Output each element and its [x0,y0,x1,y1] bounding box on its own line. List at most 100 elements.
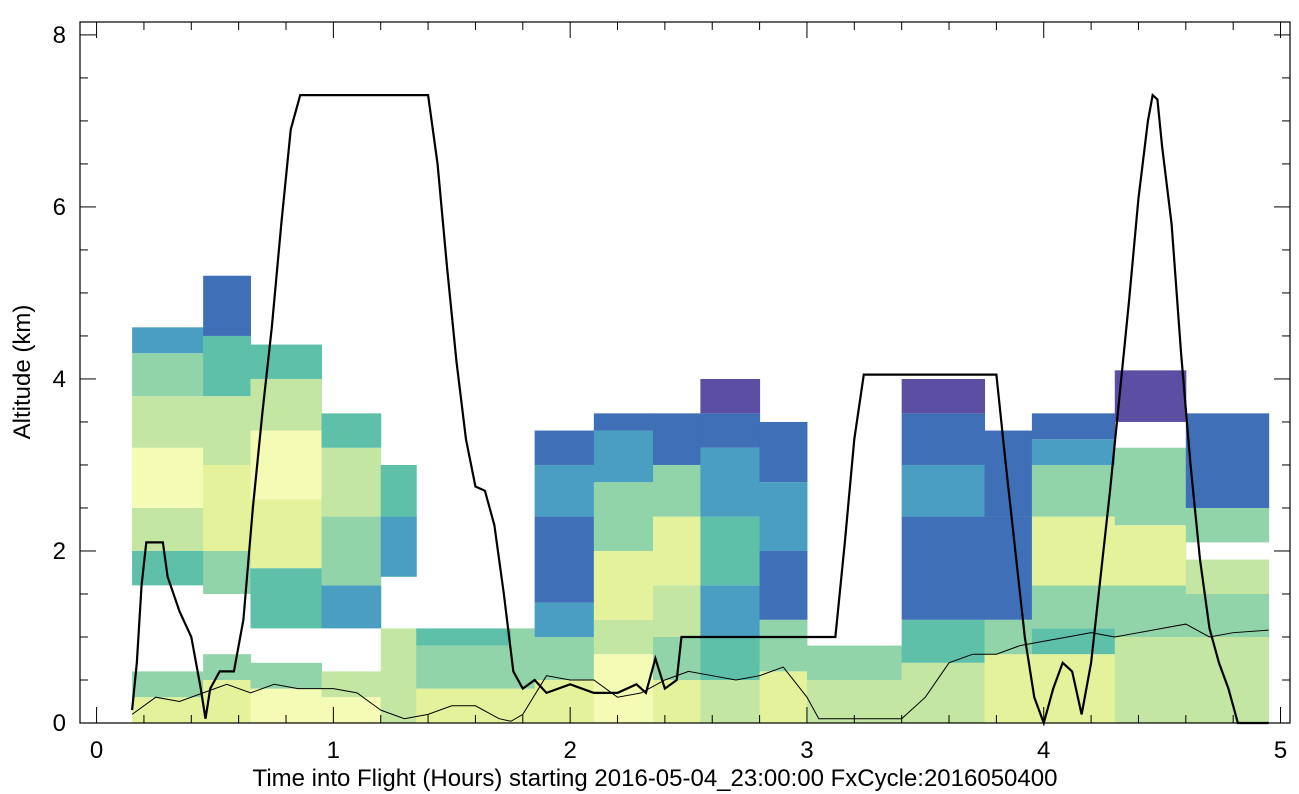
curtain-cell [1185,507,1270,543]
line [130,92,1269,727]
curtain-cell [1031,413,1116,440]
curtain-cell [321,413,382,448]
curtain-cell [593,654,654,723]
curtain-cell [321,516,382,586]
plot-frame [79,21,1291,724]
curtain-cell [593,482,654,551]
curtain-cell [901,619,986,663]
curtain-cell [534,430,595,465]
curtain-cell [321,671,382,698]
curtain-cell [700,413,761,448]
curtain-cell [416,645,512,689]
curtain-cell [1185,593,1270,637]
curtain-cell [1185,636,1270,723]
curtain-cell [593,430,654,483]
curtain-cell [132,507,204,551]
curtain-cell [653,679,701,723]
curtain-cell [250,430,323,500]
curtain-cell [321,697,382,723]
curtain-cell [700,516,761,586]
curtain-cell [534,464,595,517]
curtain-cell [510,628,536,689]
curtain-cell [759,619,808,672]
curtain-cell [901,464,986,517]
curtain-cell [250,662,323,689]
x-tick-label: 0 [90,737,103,764]
curtain-cell [1031,464,1116,517]
curtain-cell [132,697,204,723]
curtain-cell [759,671,808,723]
curtain-cell [1114,447,1187,526]
curtain-cell [321,447,382,517]
curtain-cell [203,275,251,336]
y-tick-label: 4 [53,366,66,393]
curtain-cell [759,421,808,483]
curtain-cell [1031,439,1116,465]
curtain-cell [203,335,251,397]
curtain-cell [321,585,382,629]
curtain-cell [1114,585,1187,637]
curtain-cell [380,516,417,577]
curtain-cell [653,516,701,586]
curtain-cell [132,447,204,508]
curtain-cell [380,628,417,723]
curtain-cell [984,654,1033,723]
curtain-cell [1114,525,1187,586]
y-tick-label: 2 [53,538,66,565]
y-tick-label: 6 [53,194,66,221]
curtain-cell [901,516,986,620]
x-tick-label: 5 [1274,737,1287,764]
curtain-cell [759,550,808,620]
curtain-cell [534,602,595,637]
y-axis-label: Altitude (km) [9,305,36,440]
curtain-cell [901,413,986,465]
curtain-cell [203,550,251,594]
curtain-cell [700,378,761,414]
x-tick-label: 1 [327,737,340,764]
y-tick-label: 8 [53,22,66,49]
curtain-cell [250,344,323,379]
curtain-cell [653,413,701,465]
curtain-cell [534,516,595,603]
curtain-cell [1185,413,1270,508]
x-axis-label: Time into Flight (Hours) starting 2016-0… [253,765,1058,792]
curtain-cell [1031,654,1116,723]
curtain-cell [250,499,323,569]
curtain-cell [700,636,761,680]
curtain-cell [203,396,251,465]
y-tick-label: 0 [53,710,66,737]
curtain-cell [250,568,323,629]
curtain-cell [593,550,654,620]
curtain-cell [132,396,204,448]
curtain-cell [132,353,204,397]
curtain-cell [901,378,986,414]
curtain-cell [653,464,701,517]
curtain-cell [593,413,654,431]
curtain-cell [653,585,701,637]
curtain-cell [593,619,654,655]
curtain-cell [700,585,761,637]
curtain-cell [1031,585,1116,629]
curtain-cell [203,464,251,551]
curtain-cell [416,628,512,646]
curtain-cell [132,327,204,354]
curtain-cell [984,516,1033,620]
curtain-cell [806,645,903,680]
curtain-cell [132,671,204,698]
x-tick-label: 4 [1037,737,1050,764]
x-tick-label: 2 [563,737,576,764]
line [131,623,1269,722]
curtain-cell [1114,636,1187,723]
curtain-cell [1185,559,1270,594]
curtain-cell [700,679,761,723]
curtain-cell [759,482,808,551]
curtain-cell [380,464,417,517]
curtain-cell [203,654,251,680]
curtain-cell [901,662,986,723]
curtain-cell [534,636,595,680]
curtain-cell [700,447,761,517]
curtain-cell [1114,370,1187,422]
curtain-cell [984,430,1033,517]
x-tick-label: 3 [800,737,813,764]
